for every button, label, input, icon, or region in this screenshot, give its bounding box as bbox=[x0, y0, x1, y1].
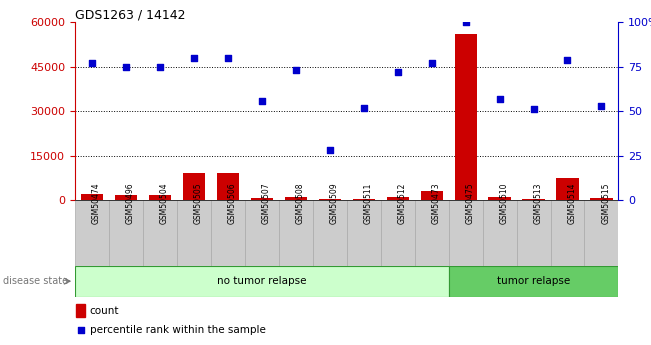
Point bbox=[529, 107, 539, 112]
Bar bbox=[177, 200, 211, 266]
Text: tumor relapse: tumor relapse bbox=[497, 276, 570, 286]
Text: GSM50475: GSM50475 bbox=[465, 183, 475, 224]
Point bbox=[460, 20, 471, 25]
Bar bbox=[284, 197, 307, 200]
Bar bbox=[75, 266, 449, 297]
Text: GSM50505: GSM50505 bbox=[194, 183, 202, 224]
Bar bbox=[449, 266, 618, 297]
Point bbox=[120, 64, 131, 70]
Point bbox=[154, 64, 165, 70]
Bar bbox=[211, 200, 245, 266]
Text: GDS1263 / 14142: GDS1263 / 14142 bbox=[75, 8, 186, 21]
Bar bbox=[279, 200, 312, 266]
Bar bbox=[77, 304, 85, 317]
Bar bbox=[353, 199, 375, 200]
Bar bbox=[143, 200, 177, 266]
Bar bbox=[81, 194, 103, 200]
Text: GSM50510: GSM50510 bbox=[499, 183, 508, 224]
Bar bbox=[557, 178, 579, 200]
Text: GSM50474: GSM50474 bbox=[92, 183, 101, 224]
Bar bbox=[346, 200, 381, 266]
Point bbox=[256, 98, 267, 104]
Bar bbox=[523, 199, 544, 200]
Bar bbox=[449, 200, 482, 266]
Bar bbox=[387, 197, 409, 200]
Bar bbox=[245, 200, 279, 266]
Point bbox=[76, 327, 86, 333]
Bar bbox=[551, 200, 585, 266]
Text: count: count bbox=[90, 306, 119, 316]
Point bbox=[494, 96, 505, 101]
Text: no tumor relapse: no tumor relapse bbox=[217, 276, 307, 286]
Bar bbox=[590, 198, 613, 200]
Bar bbox=[217, 174, 239, 200]
Point bbox=[223, 55, 233, 61]
Text: GSM50508: GSM50508 bbox=[296, 183, 305, 224]
Text: GSM50473: GSM50473 bbox=[432, 183, 441, 224]
Bar bbox=[421, 191, 443, 200]
Text: GSM50507: GSM50507 bbox=[262, 183, 271, 224]
Text: disease state: disease state bbox=[3, 276, 68, 286]
Point bbox=[426, 60, 437, 66]
Point bbox=[359, 105, 369, 110]
Bar bbox=[482, 200, 516, 266]
Point bbox=[324, 148, 335, 153]
Bar bbox=[75, 200, 109, 266]
Bar bbox=[109, 200, 143, 266]
Bar bbox=[488, 197, 510, 200]
Bar bbox=[251, 198, 273, 200]
Bar bbox=[585, 200, 618, 266]
Point bbox=[87, 60, 97, 66]
Text: GSM50513: GSM50513 bbox=[534, 183, 542, 224]
Bar bbox=[149, 195, 171, 200]
Bar bbox=[454, 34, 477, 200]
Point bbox=[596, 103, 607, 109]
Bar bbox=[312, 200, 346, 266]
Bar bbox=[415, 200, 449, 266]
Text: GSM50515: GSM50515 bbox=[602, 183, 611, 224]
Bar bbox=[115, 195, 137, 200]
Point bbox=[562, 57, 573, 62]
Text: GSM50509: GSM50509 bbox=[329, 183, 339, 224]
Text: GSM50512: GSM50512 bbox=[398, 183, 407, 224]
Text: GSM50511: GSM50511 bbox=[364, 183, 372, 224]
Text: percentile rank within the sample: percentile rank within the sample bbox=[90, 325, 266, 335]
Text: GSM50506: GSM50506 bbox=[228, 183, 237, 224]
Point bbox=[189, 55, 199, 61]
Bar bbox=[381, 200, 415, 266]
Point bbox=[393, 69, 403, 75]
Text: GSM50514: GSM50514 bbox=[568, 183, 577, 224]
Text: GSM50504: GSM50504 bbox=[159, 183, 169, 224]
Bar bbox=[183, 174, 205, 200]
Bar bbox=[318, 199, 340, 200]
Bar bbox=[516, 200, 551, 266]
Point bbox=[290, 68, 301, 73]
Text: GSM50496: GSM50496 bbox=[126, 183, 135, 224]
